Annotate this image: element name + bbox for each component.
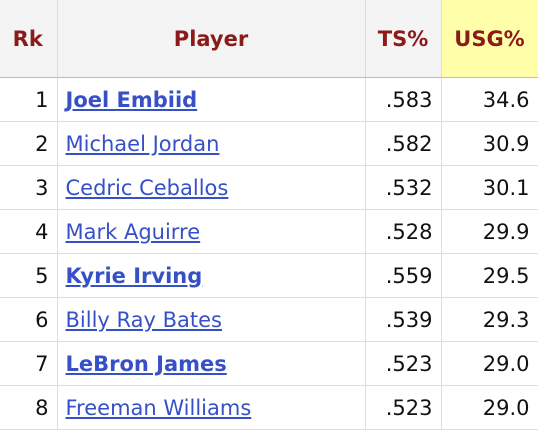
- player-row: 7 LeBron James .523 29.0: [0, 341, 538, 386]
- player-cell: Cedric Ceballos: [57, 165, 366, 210]
- player-link[interactable]: Cedric Ceballos: [65, 175, 229, 200]
- player-link[interactable]: Mark Aguirre: [65, 219, 201, 244]
- player-cell: Kyrie Irving: [57, 253, 366, 298]
- rank-cell: 1: [0, 77, 58, 122]
- player-link[interactable]: LeBron James: [65, 351, 227, 376]
- usg-cell: 30.1: [441, 165, 538, 210]
- player-header[interactable]: Player: [57, 0, 366, 78]
- player-cell: Michael Jordan: [57, 121, 366, 166]
- player-row: 6 Billy Ray Bates .539 29.3: [0, 297, 538, 342]
- ts-cell: .539: [365, 297, 442, 342]
- usg-cell: 29.0: [441, 385, 538, 430]
- player-cell: Freeman Williams: [57, 385, 366, 430]
- usg-cell: 30.9: [441, 121, 538, 166]
- player-cell: Billy Ray Bates: [57, 297, 366, 342]
- player-link[interactable]: Joel Embiid: [65, 87, 198, 112]
- ts-cell: .559: [365, 253, 442, 298]
- usg-cell: 29.5: [441, 253, 538, 298]
- ts-cell: .583: [365, 77, 442, 122]
- player-row: 3 Cedric Ceballos .532 30.1: [0, 165, 538, 210]
- rank-cell: 6: [0, 297, 58, 342]
- header-row: Rk Player TS% USG%: [0, 0, 538, 78]
- rank-cell: 2: [0, 121, 58, 166]
- rank-cell: 4: [0, 209, 58, 254]
- ts-cell: .523: [365, 385, 442, 430]
- player-row: 1 Joel Embiid .583 34.6: [0, 77, 538, 122]
- ts-header[interactable]: TS%: [365, 0, 442, 78]
- table-header: Rk Player TS% USG%: [0, 0, 538, 78]
- ts-cell: .528: [365, 209, 442, 254]
- usg-cell: 29.9: [441, 209, 538, 254]
- usg-cell: 34.6: [441, 77, 538, 122]
- player-cell: LeBron James: [57, 341, 366, 386]
- player-row: 5 Kyrie Irving .559 29.5: [0, 253, 538, 298]
- rank-cell: 8: [0, 385, 58, 430]
- rank-cell: 5: [0, 253, 58, 298]
- usg-cell: 29.3: [441, 297, 538, 342]
- ts-cell: .523: [365, 341, 442, 386]
- rank-header: Rk: [0, 0, 58, 78]
- ts-cell: .582: [365, 121, 442, 166]
- player-cell: Mark Aguirre: [57, 209, 366, 254]
- rank-cell: 7: [0, 341, 58, 386]
- table-body: 1 Joel Embiid .583 34.6 2 Michael Jordan .582 3…: [0, 77, 538, 430]
- player-row: 2 Michael Jordan .582 30.9: [0, 121, 538, 166]
- ts-cell: .532: [365, 165, 442, 210]
- player-row: 4 Mark Aguirre .528 29.9: [0, 209, 538, 254]
- usg-header[interactable]: USG%: [441, 0, 538, 78]
- rank-cell: 3: [0, 165, 58, 210]
- player-row: 8 Freeman Williams .523 29.0: [0, 385, 538, 430]
- player-link[interactable]: Billy Ray Bates: [65, 307, 223, 332]
- player-cell: Joel Embiid: [57, 77, 366, 122]
- player-link[interactable]: Kyrie Irving: [65, 263, 203, 288]
- player-link[interactable]: Freeman Williams: [65, 395, 252, 420]
- player-link[interactable]: Michael Jordan: [65, 131, 220, 156]
- usg-cell: 29.0: [441, 341, 538, 386]
